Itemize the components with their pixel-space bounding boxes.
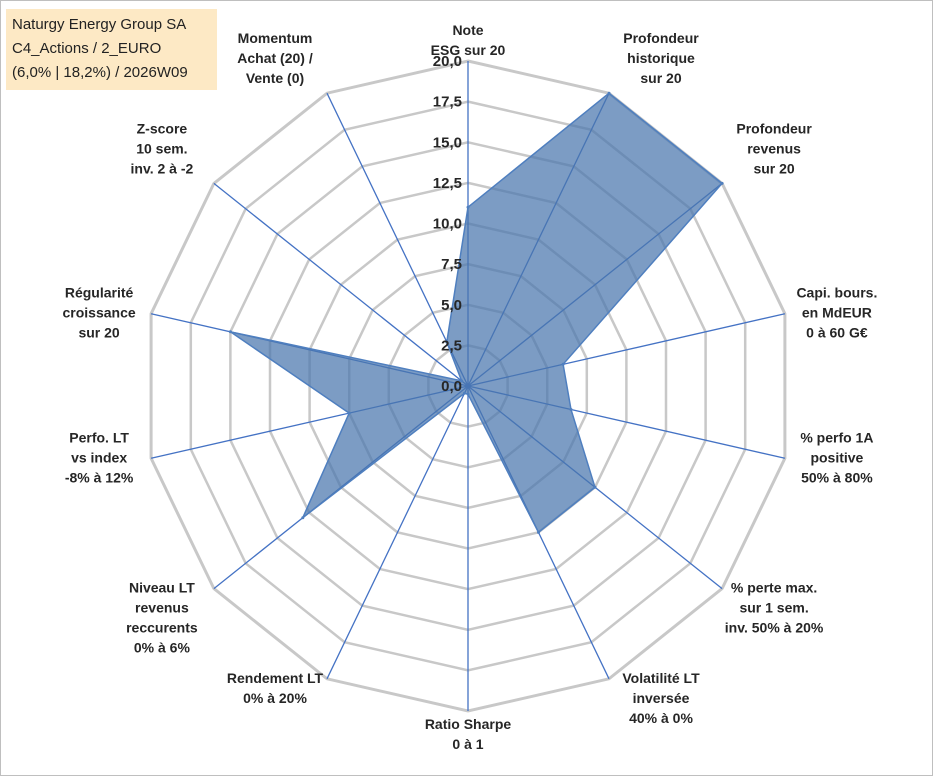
axis-label-line: sur 20 [753, 160, 794, 176]
axis-label-line: Profondeur [736, 120, 812, 136]
axis-label-line: Capi. bours. [796, 285, 877, 301]
tick-label: 10,0 [433, 216, 462, 233]
axis-label-line: Profondeur [623, 30, 699, 46]
axis-label-line: Rendement LT [227, 670, 324, 686]
axis-label-line: -8% à 12% [65, 469, 134, 485]
spoke-13 [326, 92, 469, 387]
axis-label-7: Ratio Sharpe 0 à 1 [425, 716, 512, 752]
tick-label: 15,0 [433, 134, 462, 151]
axis-label-line: 0% à 6% [134, 640, 191, 656]
axis-label-4: % perfo 1A positive 50% à 80% [800, 429, 873, 485]
axis-label-line: % perfo 1A [800, 429, 873, 445]
axis-label-line: 0 à 1 [452, 736, 483, 752]
data-point-9 [301, 516, 305, 520]
axis-label-line: sur 20 [640, 70, 681, 86]
axis-label-line: % perte max. [731, 580, 817, 596]
radar-series [228, 91, 724, 534]
axis-label-line: ESG sur 20 [431, 42, 506, 58]
axis-label-line: en MdEUR [802, 305, 872, 321]
radar-axis-labels: Note ESG sur 20 Profondeur historique sur 20… [63, 22, 878, 752]
axis-label-line: Perfo. LT [69, 429, 129, 445]
title-stats: (6,0% | 18,2%) / 2026W09 [12, 64, 188, 81]
axis-label-line: sur 20 [78, 325, 119, 341]
axis-label-line: sur 1 sem. [739, 600, 808, 616]
axis-label-10: Perfo. LT vs index -8% à 12% [65, 429, 134, 485]
tick-label: 7,5 [441, 256, 462, 273]
tick-label: 2,5 [441, 337, 462, 354]
axis-label-line: Z-score [137, 120, 188, 136]
axis-label-line: inversée [633, 690, 690, 706]
axis-label-line: revenus [747, 140, 801, 156]
chart-title-box: Naturgy Energy Group SA C4_Actions / 2_E… [6, 9, 217, 90]
tick-label: 0,0 [441, 378, 462, 395]
title-category: C4_Actions / 2_EURO [12, 40, 162, 57]
data-point-10 [347, 411, 351, 415]
data-point-2 [720, 181, 724, 185]
data-point-1 [607, 91, 611, 95]
axis-label-13: Momentum Achat (20) / Vente (0) [237, 30, 313, 86]
axis-label-1: Profondeur historique sur 20 [623, 30, 699, 86]
axis-label-line: Ratio Sharpe [425, 716, 512, 732]
axis-label-2: Profondeur revenus sur 20 [736, 120, 812, 176]
axis-label-line: inv. 50% à 20% [725, 620, 824, 636]
axis-label-12: Z-score 10 sem. inv. 2 à -2 [131, 120, 194, 176]
axis-label-line: revenus [135, 600, 189, 616]
axis-label-0: Note ESG sur 20 [431, 22, 506, 58]
axis-label-line: Régularité [65, 285, 134, 301]
data-point-6 [537, 530, 540, 534]
axis-label-line: 0 à 60 G€ [806, 325, 868, 341]
data-point-5 [593, 485, 597, 489]
tick-label: 17,5 [433, 94, 462, 111]
data-point-0 [466, 205, 470, 209]
axis-label-line: Achat (20) / [237, 50, 313, 66]
tick-label: 20,0 [433, 53, 462, 70]
axis-label-line: inv. 2 à -2 [131, 160, 194, 176]
axis-label-line: Momentum [238, 30, 313, 46]
tick-label: 5,0 [441, 297, 462, 314]
data-point-3 [561, 362, 565, 366]
radar-tick-labels: 0,0 2,5 5,0 7,5 10,0 12,5 15,0 17,5 20,0 [433, 53, 462, 395]
data-point-8 [463, 391, 466, 395]
data-point-11 [228, 330, 232, 334]
axis-label-line: vs index [71, 449, 127, 465]
axis-label-line: 0% à 20% [243, 690, 307, 706]
axis-label-9: Niveau LT revenus reccurents 0% à 6% [126, 580, 198, 656]
axis-label-line: croissance [63, 305, 136, 321]
title-company: Naturgy Energy Group SA [12, 16, 187, 33]
axis-label-line: Vente (0) [246, 70, 304, 86]
axis-label-11: Régularité croissance sur 20 [63, 285, 136, 341]
data-point-7 [466, 392, 470, 396]
axis-label-line: 50% à 80% [801, 469, 873, 485]
axis-label-line: historique [627, 50, 695, 66]
spoke-8 [326, 385, 469, 680]
axis-label-line: Volatilité LT [622, 670, 700, 686]
axis-label-line: positive [810, 449, 863, 465]
tick-label: 12,5 [433, 175, 462, 192]
axis-label-3: Capi. bours. en MdEUR 0 à 60 G€ [796, 285, 877, 341]
axis-label-line: 10 sem. [136, 140, 187, 156]
axis-label-line: 40% à 0% [629, 710, 693, 726]
spoke-12 [213, 182, 469, 387]
axis-label-6: Volatilité LT inversée 40% à 0% [622, 670, 700, 726]
axis-label-5: % perte max. sur 1 sem. inv. 50% à 20% [725, 580, 824, 636]
data-point-4 [569, 408, 573, 411]
axis-label-line: Niveau LT [129, 580, 195, 596]
data-point-12 [460, 379, 464, 383]
axis-label-8: Rendement LT 0% à 20% [227, 670, 324, 706]
axis-label-line: Note [452, 22, 483, 38]
axis-label-line: reccurents [126, 620, 198, 636]
data-point-13 [445, 340, 449, 344]
